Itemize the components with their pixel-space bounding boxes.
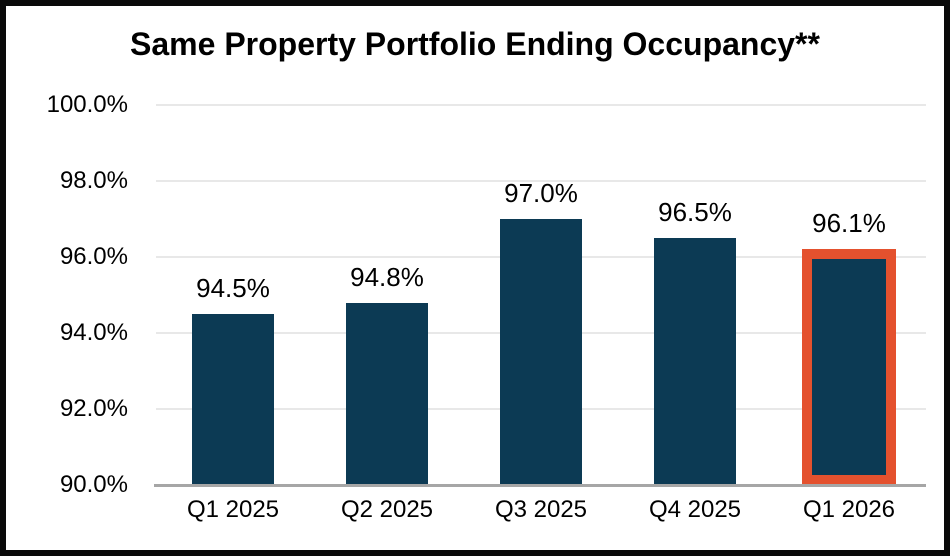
gridline	[156, 104, 926, 106]
chart-title: Same Property Portfolio Ending Occupancy…	[130, 26, 820, 62]
bar-value-label: 96.1%	[812, 208, 886, 239]
bar-slot: 96.5%	[618, 105, 772, 485]
gridline	[156, 180, 926, 182]
bar-value-label: 94.8%	[350, 261, 424, 292]
bar	[654, 238, 736, 485]
bar-slot: 97.0%	[464, 105, 618, 485]
plot-area: 94.5% 94.8% 97.0% 96.5% 96.1%	[154, 104, 926, 487]
y-axis: 100.0% 98.0% 96.0% 94.0% 92.0% 90.0%	[6, 91, 128, 498]
x-axis-label: Q1 2025	[186, 496, 280, 523]
y-axis-label: 94.0%	[59, 319, 128, 346]
y-axis-label: 90.0%	[59, 471, 128, 498]
y-axis-label: 96.0%	[59, 243, 128, 270]
y-axis-label: 100.0%	[46, 91, 128, 118]
bar-slot: 94.8%	[310, 105, 464, 485]
y-axis-label: 98.0%	[59, 167, 128, 194]
bar	[802, 249, 896, 485]
bar	[346, 302, 428, 485]
bar-slot: 96.1%	[772, 105, 926, 485]
y-axis-label: 92.0%	[59, 395, 128, 422]
x-axis-label: Q4 2025	[648, 496, 742, 523]
x-axis-label: Q3 2025	[494, 496, 588, 523]
bar-value-label: 96.5%	[658, 197, 732, 227]
bar-value-label: 97.0%	[504, 178, 578, 208]
bar	[192, 314, 274, 485]
x-axis: Q1 2025 Q2 2025 Q3 2025 Q4 2025 Q1 2026	[156, 496, 926, 524]
x-axis-label: Q1 2026	[802, 496, 896, 523]
bar-slot: 94.5%	[156, 105, 310, 485]
bar	[500, 219, 582, 485]
x-axis-line	[154, 484, 926, 487]
x-axis-label: Q2 2025	[340, 496, 434, 523]
bar-value-label: 94.5%	[196, 273, 270, 303]
bars-row: 94.5% 94.8% 97.0% 96.5% 96.1%	[156, 105, 926, 485]
